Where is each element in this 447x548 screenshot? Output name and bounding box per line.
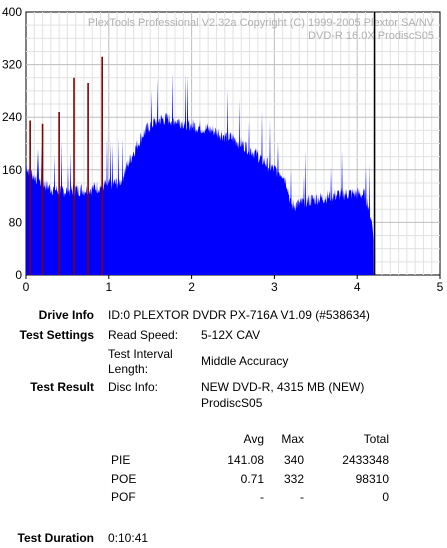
test-result-label: Test Result [30, 380, 94, 394]
x-tick-label: 5 [437, 280, 444, 294]
stats-header-total: Total [363, 432, 389, 446]
stats-row-pof-max: - [300, 490, 304, 504]
x-tick-label: 0 [23, 280, 30, 294]
test-duration-label: Test Duration [17, 531, 94, 545]
stats-header-max: Max [281, 432, 304, 446]
stats-row-poe-total: 98310 [355, 472, 389, 486]
stats-row-pie-max: 340 [283, 453, 304, 467]
disc-info-label: Disc Info: [108, 380, 159, 394]
stats-row-pie-avg: 141.08 [227, 453, 264, 467]
series-layer [26, 12, 376, 275]
test-duration-value: 0:10:41 [108, 531, 149, 545]
y-tick-label: 240 [2, 110, 22, 124]
disc-info-line-2: ProdiscS05 [201, 396, 263, 410]
stats-row-poe-avg: 0.71 [240, 472, 264, 486]
x-tick-label: 4 [354, 280, 361, 294]
x-tick-label: 2 [188, 280, 195, 294]
test-interval-value: Middle Accuracy [201, 354, 289, 368]
disc-info-line-1: NEW DVD-R, 4315 MB (NEW) [201, 380, 365, 394]
test-settings-label: Test Settings [19, 328, 94, 342]
watermark-line-1: PlexTools Professional V2.32a Copyright … [88, 17, 435, 29]
x-tick-label: 1 [105, 280, 112, 294]
test-interval-label-line-1: Test Interval [108, 347, 173, 361]
stats-row-poe-max: 332 [283, 472, 304, 486]
read-speed-value: 5-12X CAV [201, 328, 261, 342]
read-speed-label: Read Speed: [108, 328, 179, 342]
stats-row-poe-name: POE [111, 472, 137, 486]
stats-header-avg: Avg [243, 432, 264, 446]
stats-row-pof-total: 0 [382, 490, 389, 504]
y-tick-label: 80 [9, 215, 23, 229]
pie-series-area [26, 71, 374, 275]
axis-ticks: 0 1 2 3 4 5 0 80 160 240 320 400 [2, 5, 444, 294]
stats-row-pie-name: PIE [111, 453, 131, 467]
error-rate-chart: PlexTools Professional V2.32a Copyright … [2, 5, 444, 294]
watermark: PlexTools Professional V2.32a Copyright … [88, 17, 435, 42]
stats-row-pof-name: POF [111, 490, 136, 504]
watermark-line-2: DVD-R 16.0X ProdiscS05 [308, 30, 434, 42]
y-tick-label: 0 [15, 268, 22, 282]
drive-info-label: Drive Info [38, 308, 94, 322]
y-tick-label: 320 [2, 58, 22, 72]
test-interval-label-line-2: Length: [108, 362, 149, 376]
stats-row-pie-total: 2433348 [342, 453, 389, 467]
stats-row-pof-avg: - [260, 490, 264, 504]
y-tick-label: 160 [2, 163, 22, 177]
drive-info-value: ID:0 PLEXTOR DVDR PX-716A V1.09 (#538634… [108, 308, 370, 322]
x-tick-label: 3 [271, 280, 278, 294]
y-tick-label: 400 [2, 5, 22, 19]
